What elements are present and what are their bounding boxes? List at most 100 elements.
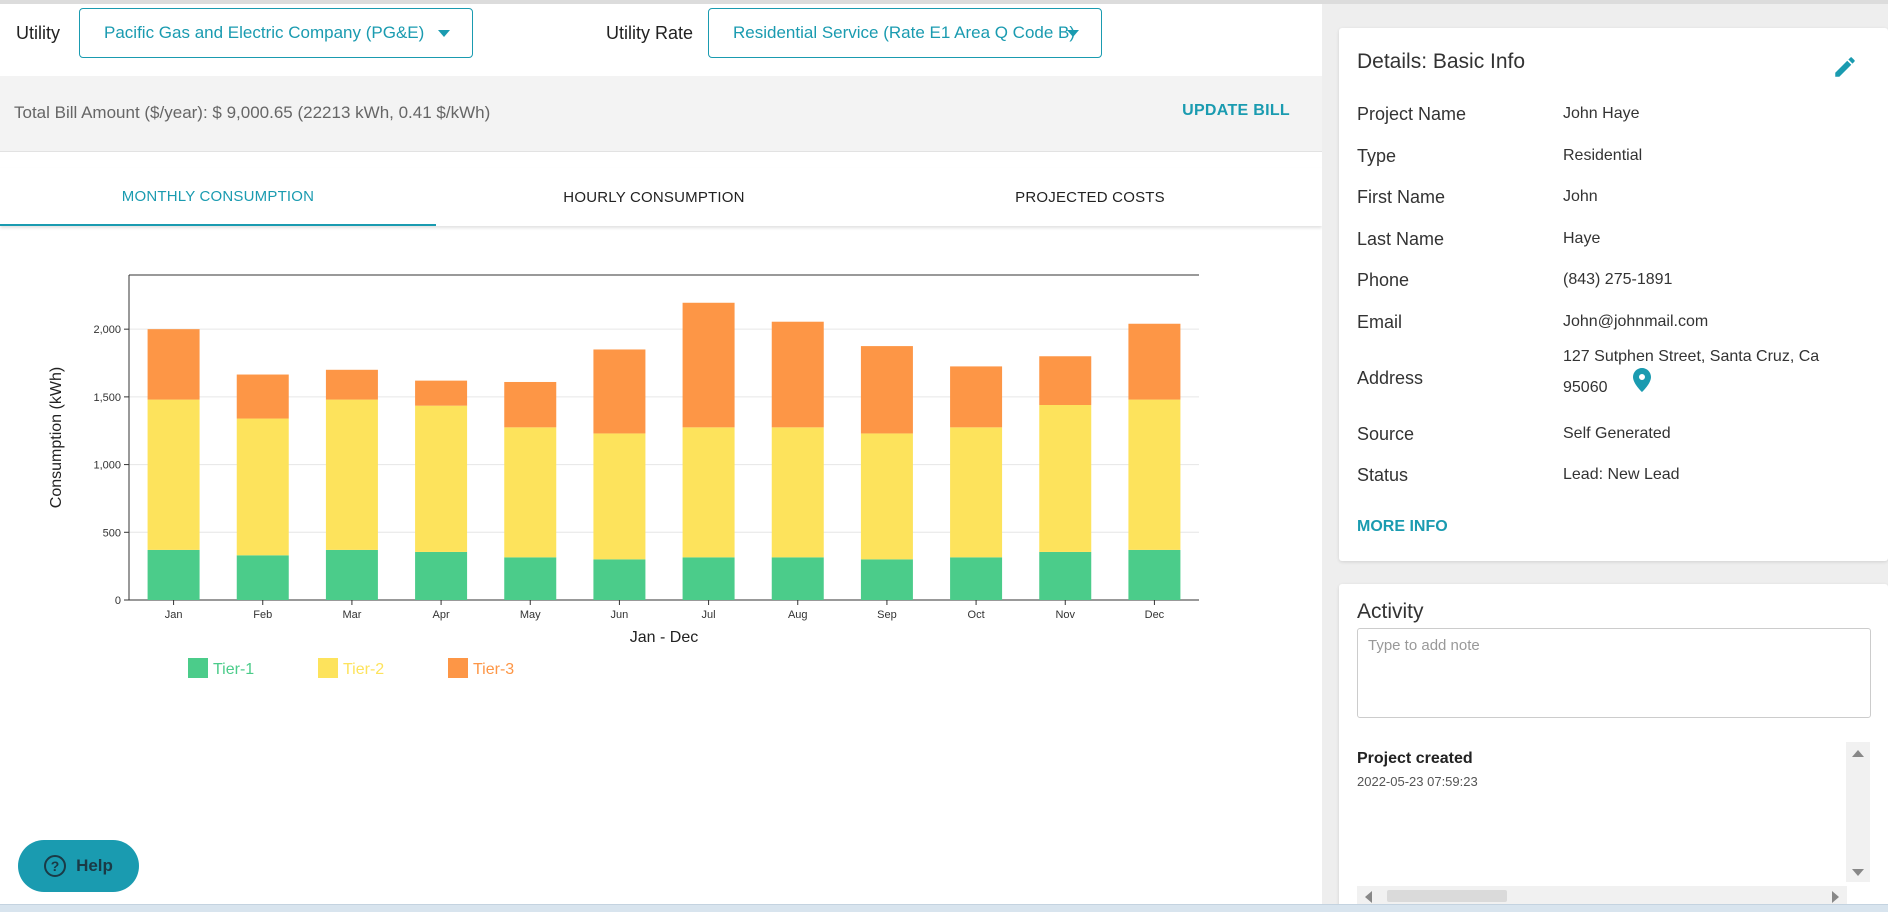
scroll-right-icon[interactable]: [1832, 891, 1839, 903]
main-panel: Utility Pacific Gas and Electric Company…: [0, 4, 1322, 904]
bar-tier-1-may: [504, 557, 557, 600]
bar-tier-1-dec: [1128, 549, 1181, 600]
details-card: Details: Basic Info Project Name John Ha…: [1339, 28, 1888, 561]
x-tick-label: Apr: [433, 609, 450, 621]
scroll-left-icon[interactable]: [1365, 891, 1372, 903]
x-tick-label: Jan: [165, 609, 183, 621]
activity-card: Activity Project created 2022-05-23 07:5…: [1339, 584, 1888, 912]
utility-rate-select[interactable]: Residential Service (Rate E1 Area Q Code…: [708, 8, 1102, 58]
info-key: Project Name: [1357, 104, 1467, 124]
activity-vertical-scrollbar[interactable]: [1846, 742, 1870, 882]
activity-title: Activity: [1357, 600, 1424, 623]
info-value: John@johnmail.com: [1563, 313, 1709, 330]
legend-swatch-tier-2: [318, 658, 338, 678]
bar-tier-2-dec: [1128, 399, 1181, 550]
x-tick-label: Jul: [702, 609, 716, 621]
activity-item-title: Project created: [1357, 750, 1473, 767]
x-tick-label: Oct: [968, 609, 985, 621]
help-question-icon: ?: [44, 855, 67, 877]
x-tick-label: Nov: [1055, 609, 1075, 621]
info-key: Address: [1357, 368, 1424, 388]
bar-tier-3-aug: [771, 321, 824, 428]
info-value: Residential: [1563, 147, 1643, 164]
consumption-tabs: MONTHLY CONSUMPTION HOURLY CONSUMPTION P…: [0, 168, 1322, 226]
legend-label-tier-1: Tier-1: [213, 661, 254, 678]
scrollbar-thumb[interactable]: [1387, 890, 1507, 902]
y-tick-label: 0: [115, 595, 121, 607]
pencil-icon[interactable]: [1832, 54, 1858, 80]
bar-tier-1-oct: [950, 557, 1003, 600]
info-value: Haye: [1563, 230, 1601, 247]
map-pin-icon[interactable]: [1633, 368, 1651, 392]
info-key: Source: [1357, 424, 1415, 444]
details-title: Details: Basic Info: [1357, 50, 1526, 73]
x-tick-label: Jun: [611, 609, 629, 621]
bar-tier-1-jan: [147, 549, 200, 600]
bar-tier-1-nov: [1039, 551, 1092, 600]
bar-tier-3-apr: [415, 380, 468, 406]
utility-rate-label: Utility Rate: [606, 23, 694, 43]
scroll-down-icon[interactable]: [1852, 869, 1864, 876]
bar-tier-1-mar: [325, 549, 378, 600]
add-note-input[interactable]: [1357, 628, 1871, 718]
more-info-link[interactable]: MORE INFO: [1357, 518, 1448, 535]
info-value: John Haye: [1563, 105, 1640, 122]
info-value: Self Generated: [1563, 425, 1671, 442]
info-key: First Name: [1357, 187, 1446, 207]
info-key: Status: [1357, 465, 1409, 485]
bar-tier-3-may: [504, 381, 557, 428]
info-value: 127 Sutphen Street, Santa Cruz, Ca: [1563, 348, 1820, 365]
bar-tier-1-jul: [682, 557, 735, 600]
x-tick-label: May: [520, 609, 541, 621]
bar-tier-2-sep: [860, 433, 913, 560]
y-tick-label: 1,500: [93, 392, 121, 404]
info-key: Email: [1357, 312, 1403, 332]
bar-tier-2-apr: [415, 405, 468, 552]
utility-rate-select-value: Residential Service (Rate E1 Area Q Code…: [733, 23, 1076, 42]
x-tick-label: Sep: [877, 609, 897, 621]
y-tick-label: 1,000: [93, 460, 121, 472]
help-button[interactable]: ? Help: [18, 840, 139, 892]
bar-tier-3-jun: [593, 349, 646, 434]
bar-tier-1-aug: [771, 557, 824, 600]
x-tick-label: Aug: [788, 609, 808, 621]
bar-tier-1-feb: [236, 555, 289, 600]
info-value: John: [1563, 188, 1598, 205]
info-value-zip: 95060: [1563, 379, 1608, 396]
update-bill-button[interactable]: UPDATE BILL: [1182, 102, 1290, 119]
bar-tier-2-jul: [682, 427, 735, 558]
tab-monthly-consumption[interactable]: MONTHLY CONSUMPTION: [0, 168, 436, 226]
bar-tier-2-nov: [1039, 405, 1092, 552]
tab-hourly-consumption[interactable]: HOURLY CONSUMPTION: [563, 188, 745, 206]
bill-summary-text: Total Bill Amount ($/year): $ 9,000.65 (…: [14, 103, 491, 122]
y-axis-label: Consumption (kWh): [48, 367, 65, 508]
tab-projected-costs[interactable]: PROJECTED COSTS: [1015, 188, 1165, 206]
monthly-consumption-chart: 0 500 1,000 1,500 2,000 Jan Feb Mar Apr May Jun Jul…: [48, 274, 1199, 678]
legend-swatch-tier-1: [188, 658, 208, 678]
scroll-up-icon[interactable]: [1852, 750, 1864, 757]
x-tick-label: Dec: [1145, 609, 1165, 621]
bar-tier-2-mar: [325, 399, 378, 550]
utility-select[interactable]: Pacific Gas and Electric Company (PG&E): [79, 8, 473, 58]
top-border: [0, 0, 1888, 4]
bar-tier-2-jun: [593, 433, 646, 560]
bar-tier-3-nov: [1039, 356, 1092, 405]
legend-label-tier-2: Tier-2: [343, 661, 384, 678]
bar-tier-3-oct: [950, 366, 1003, 428]
bar-tier-3-jan: [147, 329, 200, 400]
info-key: Last Name: [1357, 229, 1445, 249]
x-tick-label: Feb: [253, 609, 272, 621]
bar-tier-1-sep: [860, 559, 913, 600]
bar-tier-3-jul: [682, 302, 735, 428]
list-item: Project created 2022-05-23 07:59:23: [1357, 750, 1859, 789]
help-label: Help: [76, 856, 113, 875]
y-tick-label: 500: [103, 527, 121, 539]
bar-tier-3-sep: [860, 346, 913, 434]
y-tick-label: 2,000: [93, 324, 121, 336]
activity-item-time: 2022-05-23 07:59:23: [1357, 774, 1478, 789]
bar-tier-2-may: [504, 427, 557, 558]
activity-horizontal-scrollbar[interactable]: [1357, 886, 1847, 906]
bar-tier-2-feb: [236, 418, 289, 556]
info-key: Phone: [1357, 270, 1410, 290]
utility-select-value: Pacific Gas and Electric Company (PG&E): [104, 23, 425, 42]
